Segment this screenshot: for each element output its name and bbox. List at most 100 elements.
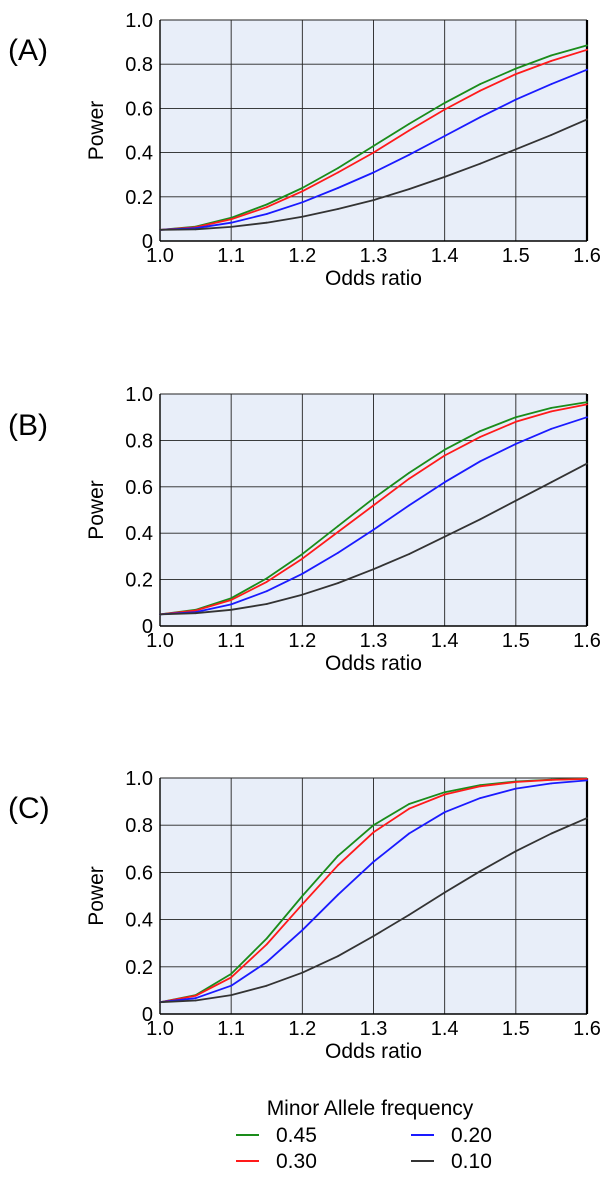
x-tick-label: 1.0: [146, 1018, 174, 1040]
y-tick-label: 0.8: [125, 430, 153, 452]
y-tick-label: 0.4: [125, 910, 153, 932]
data-point: [479, 436, 482, 438]
data-point: [159, 1001, 161, 1004]
data-point: [265, 961, 268, 963]
data-point: [443, 891, 446, 894]
data-point: [301, 593, 304, 596]
data-point: [301, 572, 304, 575]
y-tick-label: 1.0: [125, 10, 153, 32]
data-point: [372, 151, 375, 154]
chart-panel-3: 0 0.2 0.4 0.6 0.8 1.0 1.0 1.1 1.2 1.3 1.4 1.5 1.6 Odd…: [8, 768, 601, 1063]
data-point: [586, 118, 588, 121]
y-axis-title: Power: [85, 480, 108, 540]
data-point: [443, 108, 446, 111]
legend-label: 0.30: [276, 1150, 317, 1173]
data-point: [514, 98, 517, 101]
x-tick-label: 1.1: [217, 630, 245, 652]
data-point: [443, 793, 446, 796]
data-point: [408, 914, 410, 916]
data-point: [408, 153, 410, 156]
y-tick-label: 0: [142, 231, 153, 253]
y-tick-label: 0.4: [125, 523, 153, 545]
data-point: [408, 832, 410, 835]
data-point: [586, 44, 588, 47]
data-point: [337, 864, 339, 867]
data-point: [514, 443, 517, 445]
data-point: [230, 218, 233, 221]
y-tick-label: 0.2: [125, 187, 153, 209]
x-tick-label: 1.0: [146, 630, 174, 652]
data-point: [265, 203, 268, 206]
data-point: [550, 832, 553, 835]
data-point: [372, 568, 375, 571]
x-tick-label: 1.6: [573, 630, 601, 652]
legend-label: 0.20: [451, 1124, 492, 1147]
x-tick-label: 1.3: [360, 1018, 388, 1040]
panel-label: (C): [8, 792, 50, 825]
data-point: [586, 416, 588, 419]
data-point: [479, 162, 482, 165]
data-point: [265, 581, 268, 583]
data-point: [443, 535, 446, 538]
chart-panel-1: 0 0.2 0.4 0.6 0.8 1.0 1.0 1.1 1.2 1.3 1.4 1.5 1.6 Odd…: [8, 10, 601, 290]
data-point: [550, 410, 553, 413]
data-point: [194, 228, 197, 231]
data-point: [443, 454, 446, 457]
data-point: [408, 188, 410, 191]
data-point: [301, 929, 304, 932]
data-point: [586, 401, 588, 403]
data-point: [301, 190, 304, 193]
data-point: [550, 134, 553, 136]
data-point: [301, 971, 304, 974]
data-point: [301, 895, 304, 897]
data-point: [372, 145, 375, 147]
data-point: [514, 416, 517, 419]
data-point: [337, 582, 339, 584]
y-axis-title: Power: [85, 866, 108, 926]
data-point: [479, 518, 482, 521]
data-point: [443, 481, 446, 484]
data-point: [550, 427, 553, 430]
legend-label: 0.10: [451, 1150, 492, 1173]
data-point: [265, 213, 268, 215]
y-tick-label: 0.2: [125, 570, 153, 592]
data-point: [408, 477, 410, 480]
data-point: [265, 221, 268, 224]
data-point: [372, 497, 375, 500]
data-point: [514, 148, 517, 151]
data-point: [550, 407, 553, 409]
data-point: [337, 855, 339, 857]
data-point: [159, 229, 161, 231]
x-tick-label: 1.1: [217, 1018, 245, 1040]
legend-title: Minor Allele frequency: [267, 1097, 474, 1120]
data-point: [479, 83, 482, 85]
data-point: [479, 870, 482, 873]
data-point: [443, 102, 446, 104]
x-tick-label: 1.5: [502, 1018, 530, 1040]
data-point: [550, 60, 553, 62]
x-tick-label: 1.6: [573, 1018, 601, 1040]
data-point: [550, 481, 553, 484]
data-point: [479, 430, 482, 432]
x-tick-label: 1.2: [288, 1018, 316, 1040]
panel-label: (A): [8, 34, 48, 67]
data-point: [230, 994, 233, 996]
data-point: [586, 48, 588, 51]
data-point: [408, 472, 410, 474]
data-point: [230, 226, 233, 228]
data-point: [337, 955, 339, 958]
data-point: [408, 129, 410, 132]
data-point: [301, 215, 304, 218]
data-point: [230, 221, 233, 224]
x-tick-label: 1.4: [431, 245, 459, 267]
y-tick-label: 1.0: [125, 384, 153, 406]
data-point: [550, 779, 553, 781]
data-point: [408, 504, 410, 507]
x-axis-title: Odds ratio: [325, 652, 422, 675]
data-point: [586, 779, 588, 782]
data-point: [337, 552, 339, 554]
data-point: [550, 782, 553, 785]
data-point: [337, 187, 339, 189]
data-point: [408, 553, 410, 555]
chart-panel-2: 0 0.2 0.4 0.6 0.8 1.0 1.0 1.1 1.2 1.3 1.4 1.5 1.6 Odd…: [8, 384, 601, 675]
